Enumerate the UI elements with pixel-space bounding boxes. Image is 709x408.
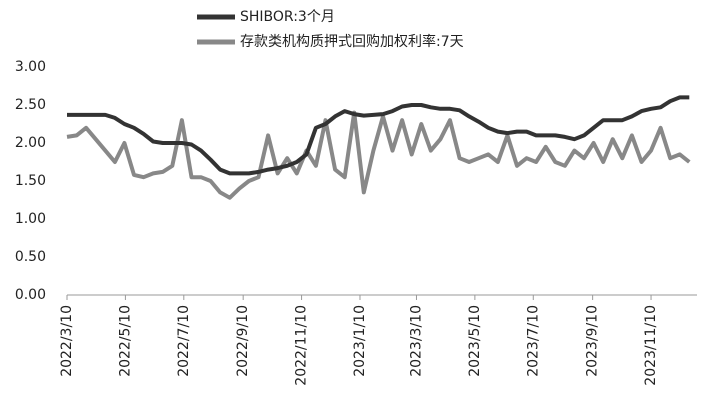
series-line <box>66 110 691 200</box>
y-tick-label: 2.50 <box>15 97 46 113</box>
y-tick-label: 1.00 <box>15 211 46 227</box>
x-tick-label: 2022/5/10 <box>117 305 133 377</box>
x-tick-label: 2023/3/10 <box>408 305 424 377</box>
x-tick-label: 2023/11/10 <box>643 305 659 386</box>
x-tick-label: 2022/9/10 <box>235 305 251 377</box>
x-tick-label: 2022/11/10 <box>294 305 310 386</box>
y-tick-label: 0.00 <box>15 287 46 303</box>
legend-label: 存款类机构质押式回购加权利率:7天 <box>240 33 464 50</box>
x-tick-label: 2023/5/10 <box>467 305 483 377</box>
y-tick-label: 0.50 <box>15 249 46 265</box>
series-line <box>67 95 690 176</box>
x-tick-label: 2022/3/10 <box>59 305 75 377</box>
x-tick-label: 2023/1/10 <box>352 305 368 377</box>
y-tick-label: 2.00 <box>15 135 46 151</box>
y-tick-label: 3.00 <box>15 59 46 75</box>
x-tick-label: 2023/7/10 <box>525 305 541 377</box>
y-tick-label: 1.50 <box>15 173 46 189</box>
legend-label: SHIBOR:3个月 <box>240 9 335 25</box>
x-tick-label: 2022/7/10 <box>176 305 192 377</box>
x-tick-label: 2023/9/10 <box>585 305 601 377</box>
